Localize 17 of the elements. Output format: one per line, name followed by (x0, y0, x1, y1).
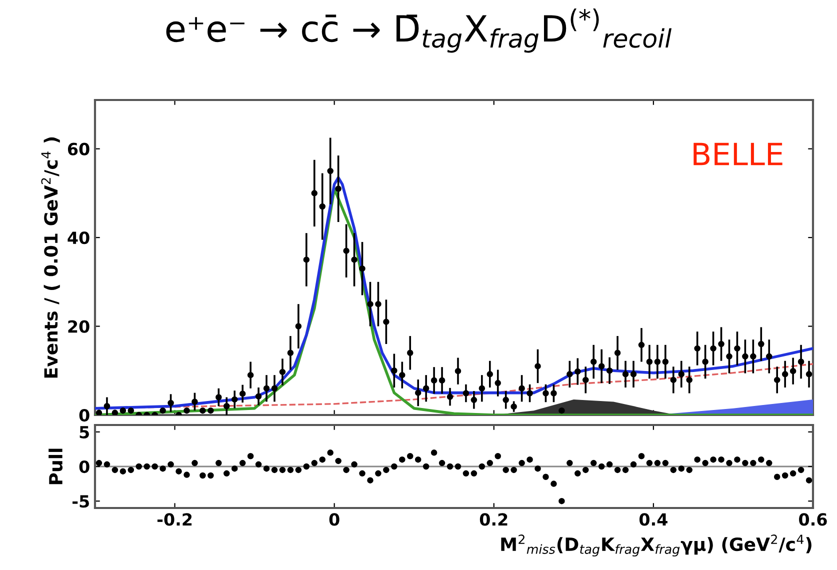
y-tick-label: 60 (68, 142, 90, 156)
y-tick-label: 5 (80, 426, 89, 438)
y-tick-label: 0 (79, 408, 90, 422)
x-tick-label: 0.6 (799, 513, 827, 526)
y-tick-label: -5 (72, 495, 89, 508)
x-tick-label: 0 (329, 513, 340, 526)
chart-title: e⁺e⁻ → cc̄ → D̄$_{tag}$X$_{frag}$D$^{(*)}$$_{recoil}$ (166, 8, 672, 53)
text: M$^{2}$$_{miss}$(D$_{tag}$K$_{frag}$X$_{frag}$γμ) (GeV$^{2}$/c$^{4}$) (501, 534, 812, 556)
x-tick-label: 0.4 (639, 513, 668, 526)
y-tick-label: 20 (68, 320, 90, 333)
annotation: BELLE (694, 142, 782, 166)
y-tick-label: 40 (68, 231, 90, 244)
y-tick-label: 0 (79, 460, 90, 474)
y-axis-title: Events / ( 0.01 GeV$^{2}$/c$^{4}$ ) (41, 137, 60, 378)
x-tick-label: 0.2 (480, 513, 508, 526)
x-tick-label: -0.2 (157, 513, 192, 526)
y-axis-title: Pull (48, 448, 63, 484)
